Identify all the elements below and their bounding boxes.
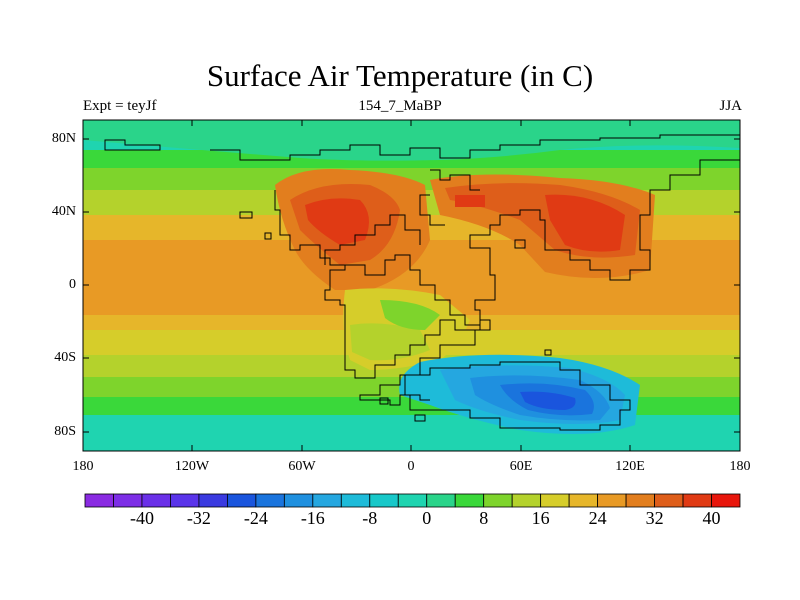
colorbar-swatch <box>654 493 684 508</box>
lon-label-60w: 60W <box>288 459 316 474</box>
colorbar-label: -32 <box>186 508 211 528</box>
colorbar-swatch <box>483 493 513 508</box>
lon-label-0: 0 <box>407 459 415 474</box>
colorbar-swatch <box>568 493 599 508</box>
temperature-field <box>83 120 740 451</box>
colorbar-swatch <box>312 493 342 508</box>
colorbar-swatch <box>625 493 655 508</box>
lon-label-120e: 120E <box>615 459 645 474</box>
colorbar-swatch <box>141 493 171 508</box>
colorbar-label: 8 <box>479 508 489 528</box>
colorbar-label: -40 <box>129 508 154 528</box>
season-label: JJA <box>719 98 742 114</box>
experiment-label: Expt = teyJf <box>83 98 157 114</box>
colorbar-swatch <box>283 493 314 508</box>
colorbar-swatch <box>540 493 570 508</box>
colorbar-label: -16 <box>300 508 325 528</box>
colorbar-swatch <box>426 493 456 508</box>
colorbar-swatch <box>255 493 285 508</box>
colorbar-swatch <box>198 493 228 508</box>
colorbar-label: 24 <box>588 508 607 528</box>
lon-label-120w: 120W <box>174 459 210 474</box>
colorbar-label: -8 <box>362 508 378 528</box>
period-label: 154_7_MaBP <box>358 98 442 114</box>
colorbar-swatch <box>454 493 485 508</box>
colorbar-label: -24 <box>243 508 268 528</box>
colorbar-swatch <box>397 493 428 508</box>
lon-label-180e: 180 <box>729 459 751 474</box>
colorbar <box>84 493 741 508</box>
colorbar-swatch <box>113 493 143 508</box>
lat-label-80s: 80S <box>54 424 76 439</box>
lat-label-40n: 40N <box>51 204 76 219</box>
colorbar-swatch <box>511 493 542 508</box>
colorbar-swatch <box>170 493 200 508</box>
colorbar-swatch <box>226 493 257 508</box>
axis-ticks <box>83 120 740 451</box>
colorbar-label: 32 <box>645 508 664 528</box>
lat-label-0: 0 <box>69 277 76 292</box>
colorbar-swatch <box>711 493 741 508</box>
colorbar-swatch <box>340 493 371 508</box>
colorbar-label: 40 <box>702 508 721 528</box>
map-title: Surface Air Temperature (in C) <box>206 58 594 93</box>
colorbar-swatch <box>84 493 114 508</box>
colorbar-swatch <box>369 493 399 508</box>
colorbar-label: 0 <box>422 508 432 528</box>
colorbar-swatch <box>682 493 712 508</box>
lat-label-40s: 40S <box>54 350 76 365</box>
colorbar-label: 16 <box>531 508 550 528</box>
lon-label-180w: 180 <box>72 459 94 474</box>
lon-label-60e: 60E <box>509 459 533 474</box>
lat-label-80n: 80N <box>51 131 76 146</box>
colorbar-swatch <box>597 493 627 508</box>
